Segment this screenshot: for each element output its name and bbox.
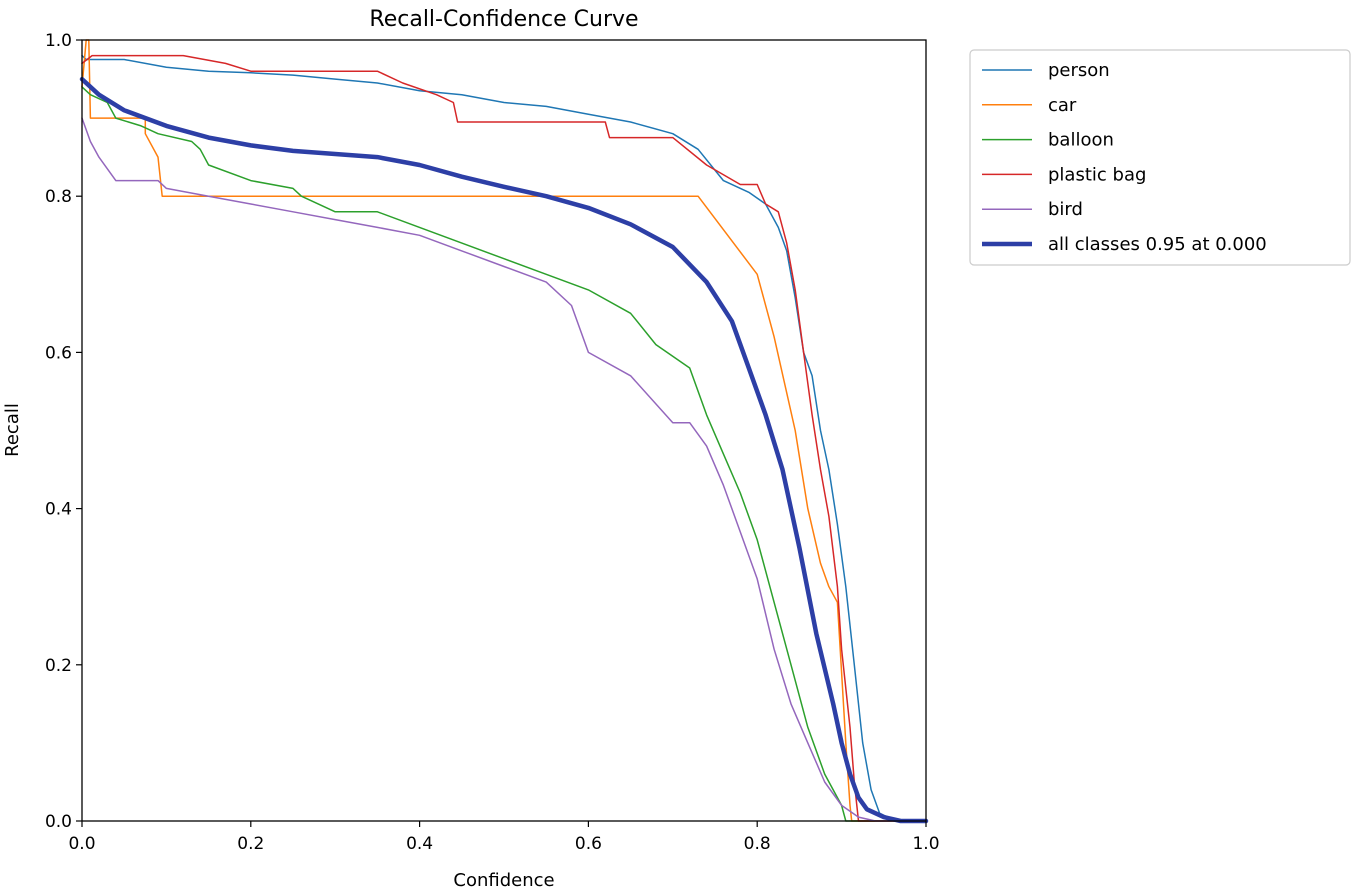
y-axis-label: Recall <box>2 403 23 457</box>
series-line-balloon <box>81 86 927 822</box>
legend-label: bird <box>1048 199 1083 220</box>
legend-label: balloon <box>1048 130 1114 151</box>
chart-title: Recall-Confidence Curve <box>369 7 638 32</box>
y-tick-label: 0.6 <box>45 343 72 363</box>
legend-label: plastic bag <box>1048 164 1146 185</box>
x-tick-label: 0.8 <box>744 834 771 854</box>
plot-lines <box>79 39 929 824</box>
x-tick-label: 0.0 <box>68 834 95 854</box>
y-tick-label: 1.0 <box>45 31 72 51</box>
x-tick-label: 1.0 <box>912 834 939 854</box>
legend: person car balloon plastic bag bird all class… <box>969 49 1351 266</box>
series-line-bird <box>81 117 927 822</box>
x-tick-label: 0.6 <box>575 834 602 854</box>
series-line-person <box>81 54 927 822</box>
series-line-car <box>81 39 927 822</box>
legend-box <box>969 49 1351 266</box>
series-line-all-all <box>79 76 929 824</box>
legend-label: person <box>1048 60 1110 81</box>
y-tick-label: 0.0 <box>45 812 72 832</box>
y-tick-label: 0.2 <box>45 656 72 676</box>
plot-frame <box>81 39 927 822</box>
y-tick-label: 0.8 <box>45 187 72 207</box>
x-axis-label: Confidence <box>453 870 554 891</box>
series-line-plastic <box>81 54 927 822</box>
x-tick-label: 0.4 <box>406 834 433 854</box>
y-tick-label: 0.4 <box>45 500 72 520</box>
x-axis-ticks: 0.0 0.2 0.4 0.6 0.8 1.0 <box>68 821 940 854</box>
y-axis-ticks: 0.0 0.2 0.4 0.6 0.8 1.0 <box>45 31 82 832</box>
legend-label: car <box>1048 95 1077 116</box>
x-tick-label: 0.2 <box>237 834 264 854</box>
legend-label: all classes 0.95 at 0.000 <box>1048 234 1267 255</box>
